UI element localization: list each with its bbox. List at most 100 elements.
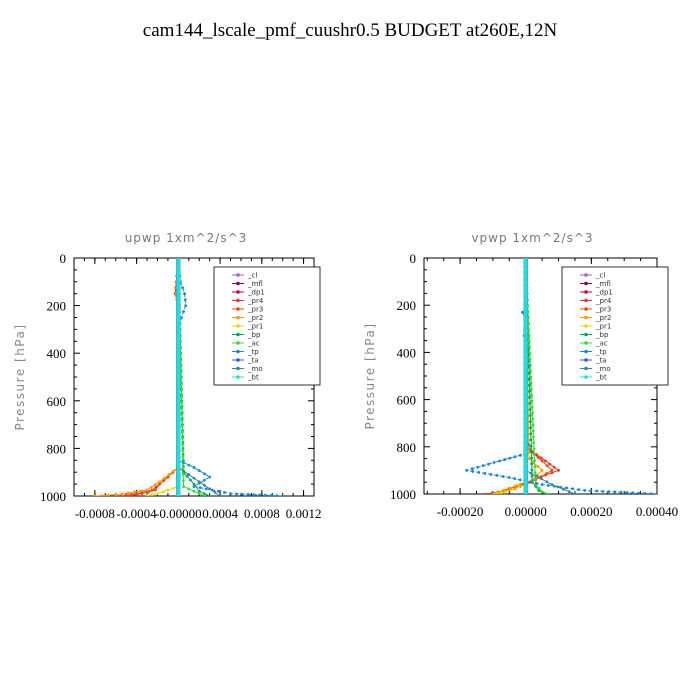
series-marker [176, 303, 181, 308]
series-marker [176, 345, 181, 350]
series-pr2 [93, 258, 180, 496]
series-marker [655, 492, 657, 494]
series-marker [133, 490, 136, 494]
series-marker [511, 487, 515, 491]
series-marker [613, 490, 617, 494]
legend-label: _tp [247, 348, 259, 356]
series-marker [530, 456, 533, 460]
legend-item: _pr1 [580, 323, 611, 331]
series-marker [527, 377, 531, 381]
series-marker [176, 458, 181, 463]
series-marker [180, 316, 183, 319]
series-marker [156, 492, 159, 496]
series-marker [523, 273, 528, 279]
series-marker [183, 292, 187, 296]
legend-marker [236, 315, 240, 320]
series-marker [531, 411, 534, 415]
legend-marker [584, 307, 588, 311]
series-marker [167, 473, 171, 476]
legend-label: _tp [595, 348, 607, 356]
y-tick-label: 0 [410, 251, 417, 266]
series-marker [489, 473, 493, 476]
series-marker [528, 408, 532, 411]
series-marker [223, 491, 226, 494]
legend-marker [236, 341, 240, 345]
series-marker [529, 381, 533, 385]
series-marker [537, 489, 541, 492]
y-tick-label: 0 [60, 251, 67, 266]
series-marker [176, 309, 181, 314]
chart-panel-2: vpwp 1xm^2/s^3 Pressure [hPa] 0 200 400 600 80… [363, 231, 678, 519]
series-marker [502, 488, 506, 492]
legend-marker [236, 281, 240, 286]
legend-marker [584, 290, 588, 294]
series-marker [507, 486, 511, 490]
x-tick-label: -0.0008 [75, 506, 115, 521]
legend-label: _ac [595, 340, 608, 348]
series-marker [192, 489, 196, 493]
legend-label: _mo [595, 365, 611, 373]
series-marker [523, 261, 528, 267]
series-marker [527, 340, 531, 343]
series-marker [93, 494, 97, 496]
series-marker [176, 291, 181, 296]
series-marker [145, 494, 149, 496]
series-marker [176, 446, 181, 451]
series-marker [530, 387, 533, 391]
series-marker [187, 473, 191, 476]
series-marker [523, 328, 528, 333]
legend-label: _mfl [247, 280, 263, 288]
series-marker [528, 351, 532, 355]
series-marker [166, 488, 170, 492]
series-marker [176, 440, 181, 445]
figure-title: cam144_lscale_pmf_cuushr0.5 BUDGET at260… [142, 20, 558, 41]
series-marker [523, 413, 528, 418]
legend-item: _dp1 [232, 289, 265, 297]
legend-item: _mo [580, 365, 611, 373]
series-marker [562, 487, 565, 491]
series-marker [537, 486, 541, 490]
series-marker [540, 483, 544, 486]
legend-item: _ta [580, 357, 607, 365]
legend-marker [236, 298, 240, 303]
series-marker [523, 473, 528, 479]
series-marker [540, 477, 543, 481]
series-marker [550, 471, 554, 475]
series-marker [176, 368, 181, 374]
series-marker [180, 406, 184, 410]
y-tick-label: 200 [397, 298, 417, 313]
series-marker [536, 465, 540, 468]
legend-label: _dp1 [247, 289, 265, 297]
series-marker [523, 401, 528, 406]
series-marker [491, 492, 495, 494]
series-marker [197, 480, 201, 484]
legend-label: _bt [595, 374, 607, 382]
series-marker [540, 469, 544, 472]
series-marker [176, 392, 181, 398]
legend-marker [236, 358, 240, 362]
series-marker [176, 285, 181, 290]
series-marker [176, 475, 181, 481]
series-marker [619, 490, 623, 494]
series-marker [176, 398, 181, 403]
series-pr4 [484, 258, 560, 494]
series-marker [565, 486, 568, 490]
y-tick-label: 600 [47, 394, 67, 409]
chart-title: vpwp 1xm^2/s^3 [471, 231, 593, 245]
series-marker [523, 425, 528, 430]
legend: _cl_mfl_dp1_pr4_pr3_pr2_pr1_bp_ac_tp_ta_… [561, 266, 669, 386]
legend-label: _cl [595, 272, 605, 280]
series-marker [476, 465, 480, 469]
series-marker [176, 333, 181, 338]
series-marker [176, 404, 181, 409]
series-bt [523, 258, 528, 494]
legend-marker [584, 324, 588, 328]
series-marker [234, 492, 238, 496]
series-marker [176, 279, 181, 284]
series-marker [535, 481, 539, 485]
y-tick-label: 200 [47, 299, 67, 314]
series-marker [528, 389, 532, 393]
legend-marker [236, 332, 240, 337]
legend-item: _mo [232, 365, 263, 373]
series-marker [530, 468, 534, 472]
